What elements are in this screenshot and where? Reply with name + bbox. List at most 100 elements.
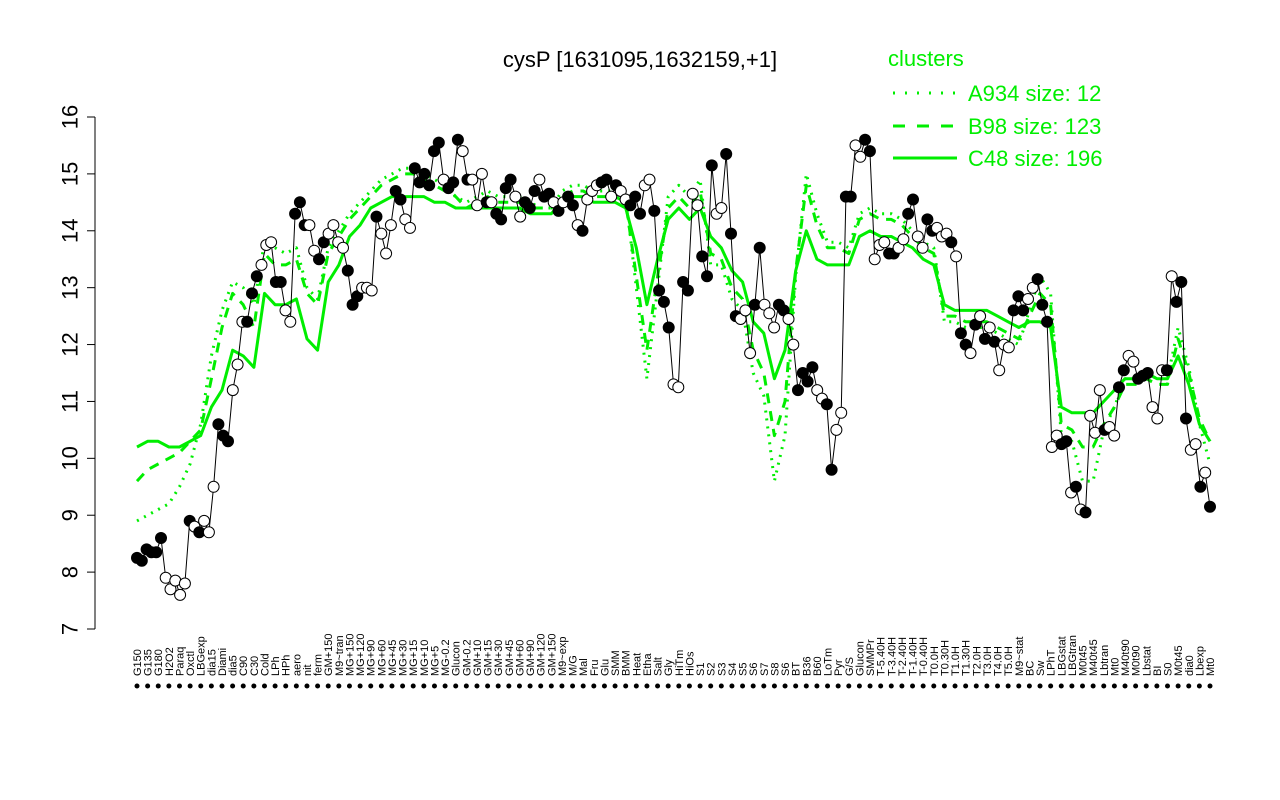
- data-point: [787, 338, 800, 351]
- x-tick-label: C90: [238, 656, 250, 676]
- data-point: [1031, 273, 1044, 286]
- x-tick-label: MG+60: [376, 640, 388, 676]
- x-tick: M0t45: [1078, 645, 1090, 689]
- x-tick-mark: [803, 683, 809, 689]
- x-tick-mark: [527, 683, 533, 689]
- x-tick-mark: [740, 683, 746, 689]
- x-tick: G150: [132, 649, 144, 689]
- data-point: [423, 179, 436, 192]
- x-tick: Lbexp: [1194, 646, 1206, 689]
- x-tick-label: dia15: [206, 649, 218, 676]
- x-tick-mark: [1005, 683, 1011, 689]
- x-tick-label: GM+30: [493, 640, 505, 676]
- x-tick: Glucon: [451, 641, 463, 689]
- x-tick: Paraq: [174, 647, 186, 689]
- data-point: [456, 145, 469, 158]
- x-tick-label: dia0: [1184, 655, 1196, 676]
- x-tick-label: Glu: [599, 659, 611, 676]
- data-point: [725, 227, 737, 240]
- data-point: [313, 253, 325, 266]
- x-tick: LoTm: [823, 648, 835, 689]
- x-tick-label: Sw: [1035, 661, 1047, 676]
- data-point: [475, 167, 488, 180]
- data-point: [954, 327, 967, 340]
- data-point: [950, 250, 963, 263]
- x-tick-label: GM+120: [536, 634, 548, 677]
- x-tick-label: S4: [727, 663, 739, 676]
- x-tick: S3: [716, 663, 728, 689]
- x-tick: nit: [302, 664, 314, 689]
- x-tick-label: LBGtran: [1067, 635, 1079, 676]
- x-tick-label: Oxctl: [185, 651, 197, 676]
- x-tick: MG+30: [398, 640, 410, 689]
- x-tick-label: S6: [780, 663, 792, 676]
- data-point: [715, 202, 728, 214]
- x-tick: B36: [801, 656, 813, 689]
- x-tick-label: T1.0H: [950, 646, 962, 676]
- x-tick-mark: [315, 683, 321, 689]
- x-tick-mark: [145, 683, 151, 689]
- x-tick-label: G150: [132, 649, 144, 676]
- x-tick: Mt0: [1109, 658, 1121, 689]
- data-point: [662, 321, 675, 334]
- x-tick-mark: [1058, 683, 1064, 689]
- x-tick: Etha: [642, 652, 654, 689]
- data-point: [566, 199, 579, 212]
- x-tick: Cold: [259, 653, 271, 689]
- data-point: [854, 150, 867, 163]
- data-point: [241, 315, 254, 328]
- x-tick-label: MG+15: [408, 640, 420, 676]
- x-tick: LBGexp: [196, 636, 208, 689]
- x-tick-label: Gly: [663, 659, 675, 676]
- x-tick-label: GM+150: [546, 634, 558, 677]
- x-tick-mark: [134, 683, 140, 689]
- x-tick-mark: [506, 683, 512, 689]
- x-tick: LBGtran: [1067, 635, 1079, 689]
- x-tick-mark: [623, 683, 629, 689]
- data-point: [528, 185, 541, 197]
- x-tick: T-3.40H: [886, 637, 898, 689]
- data-point: [523, 202, 536, 214]
- x-tick-mark: [1133, 683, 1139, 689]
- data-point: [303, 219, 316, 232]
- x-tick-label: LPh: [270, 656, 282, 676]
- data-point: [1189, 438, 1202, 451]
- x-tick-mark: [559, 683, 565, 689]
- x-tick: HiTm: [674, 650, 686, 689]
- x-tick-label: GM-0.2: [461, 639, 473, 676]
- x-axis: G150G135G180H2O2ParaqOxctlLBGexpdia15Dia…: [132, 634, 1217, 689]
- x-tick-label: Lbexp: [1194, 646, 1206, 676]
- data-point: [859, 133, 872, 146]
- x-tick: BC: [1024, 661, 1036, 689]
- x-tick-mark: [835, 683, 841, 689]
- data-point: [983, 321, 996, 334]
- x-tick: aero: [291, 654, 303, 689]
- data-point: [868, 253, 881, 266]
- x-tick-label: M0t45: [1173, 645, 1185, 676]
- y-tick-label: 10: [58, 446, 83, 470]
- x-tick-label: C30: [249, 656, 261, 676]
- x-tick-mark: [485, 683, 491, 689]
- y-axis: 7 8 9 10 11 12 13 14 15 16: [58, 105, 96, 635]
- x-tick-mark: [718, 683, 724, 689]
- x-tick-label: Cold: [259, 653, 271, 676]
- x-tick-label: SMM: [610, 650, 622, 676]
- data-point: [1175, 276, 1188, 288]
- x-tick-mark: [761, 683, 767, 689]
- x-tick: S8: [769, 663, 781, 689]
- x-tick-mark: [963, 683, 969, 689]
- data-point: [212, 418, 225, 431]
- data-point: [1199, 466, 1212, 479]
- x-tick-label: BT: [791, 662, 803, 676]
- x-tick: HPh: [281, 655, 293, 689]
- x-tick-label: Salt: [653, 657, 665, 676]
- x-tick: HiOs: [684, 651, 696, 689]
- y-tick-label: 12: [58, 332, 83, 356]
- data-point: [226, 384, 239, 397]
- x-tick: T2.0H: [971, 646, 983, 689]
- data-point: [1022, 293, 1034, 305]
- x-tick-mark: [825, 683, 831, 689]
- x-tick-mark: [814, 683, 820, 689]
- data-point: [701, 270, 713, 283]
- data-point: [279, 304, 292, 317]
